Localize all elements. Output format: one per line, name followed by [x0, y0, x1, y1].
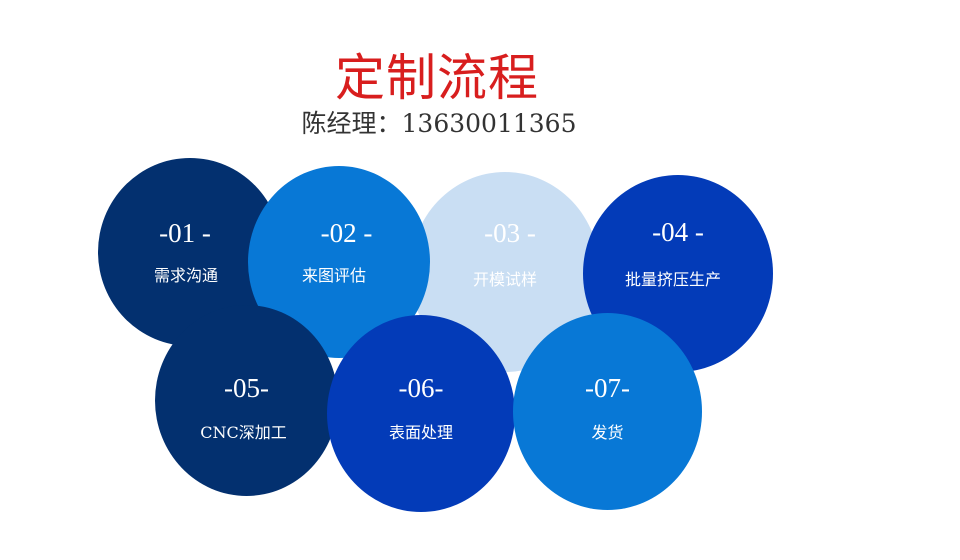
step-number: -03 - [484, 218, 536, 248]
step-05: -05- CNC深加工 [155, 305, 338, 496]
step-number: -07- [585, 373, 630, 403]
step-07: -07- 发货 [513, 313, 702, 510]
step-06: -06- 表面处理 [327, 315, 515, 512]
contact-info: 陈经理：13630011365 [301, 109, 577, 138]
step-label: 需求沟通 [153, 266, 218, 285]
step-label: 表面处理 [388, 423, 453, 442]
step-number: -06- [398, 373, 444, 403]
step-label: 批量挤压生产 [624, 270, 721, 289]
step-label: 来图评估 [301, 266, 366, 285]
page-title: 定制流程 [335, 49, 539, 107]
step-number: -01 - [159, 218, 211, 248]
step-number: -02 - [320, 218, 373, 248]
step-number: -04 - [652, 217, 704, 247]
step-label: 发货 [591, 423, 624, 442]
step-number: -05- [224, 373, 269, 403]
step-label: 开模试样 [472, 270, 537, 289]
step-label: CNC深加工 [200, 423, 287, 442]
